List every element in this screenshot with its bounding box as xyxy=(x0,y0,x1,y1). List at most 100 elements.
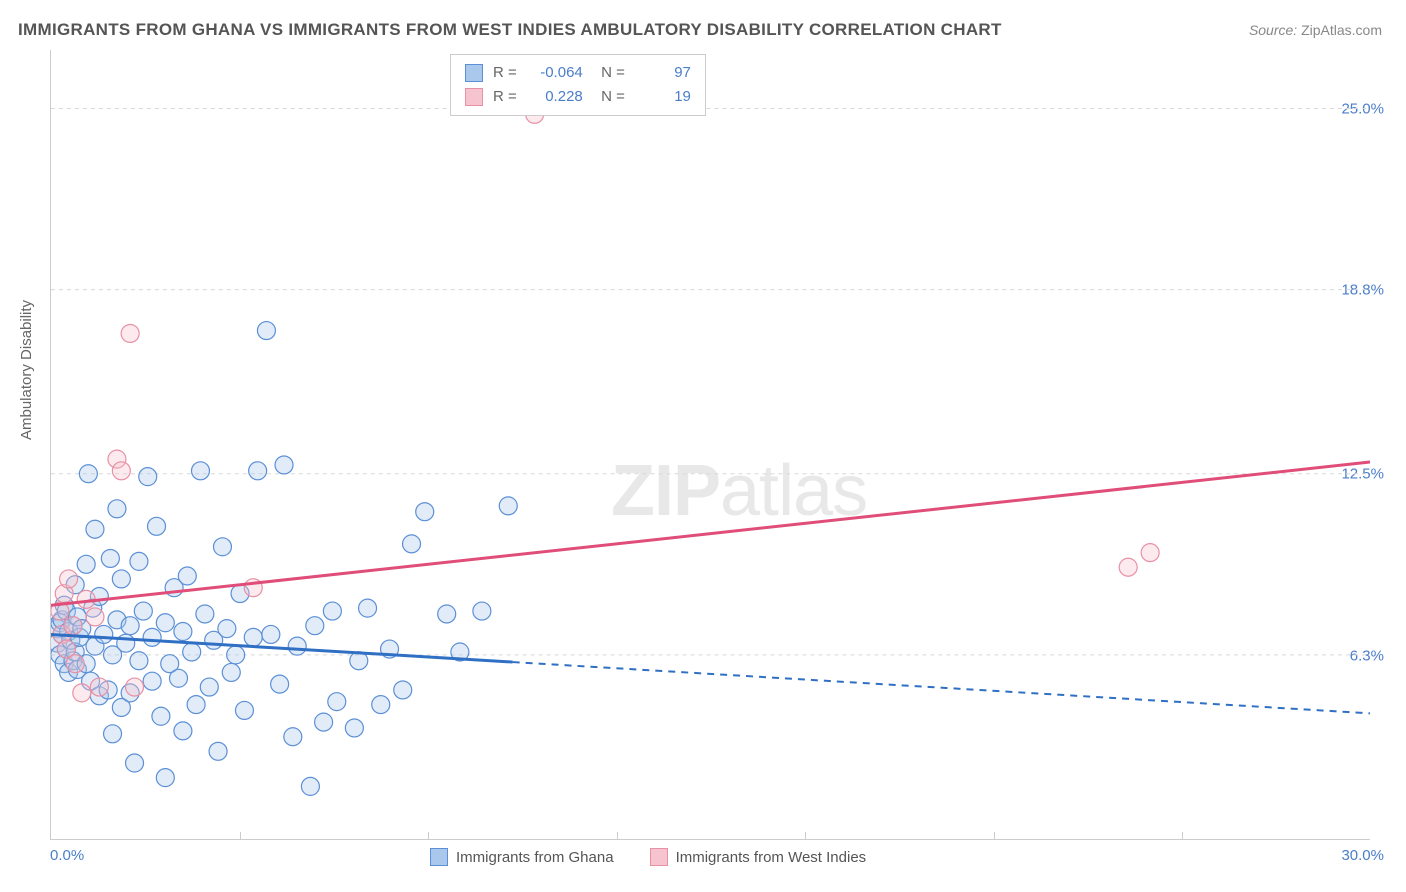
data-point-ghana xyxy=(130,652,148,670)
y-axis-label: Ambulatory Disability xyxy=(18,300,35,440)
data-point-ghana xyxy=(227,646,245,664)
data-point-ghana xyxy=(104,725,122,743)
data-point-ghana xyxy=(315,713,333,731)
source-attribution: Source: ZipAtlas.com xyxy=(1249,22,1382,38)
data-point-west_indies xyxy=(1141,544,1159,562)
data-point-ghana xyxy=(183,643,201,661)
data-point-ghana xyxy=(499,497,517,515)
legend-item-ghana: Immigrants from Ghana xyxy=(430,848,614,866)
data-point-ghana xyxy=(262,625,280,643)
data-point-ghana xyxy=(473,602,491,620)
data-point-ghana xyxy=(148,517,166,535)
data-point-ghana xyxy=(196,605,214,623)
data-point-west_indies xyxy=(86,608,104,626)
swatch-ghana xyxy=(465,64,483,82)
data-point-ghana xyxy=(244,628,262,646)
legend-stats-row-westindies: R = 0.228 N = 19 xyxy=(465,85,691,109)
data-point-ghana xyxy=(284,728,302,746)
data-point-ghana xyxy=(134,602,152,620)
chart-title: IMMIGRANTS FROM GHANA VS IMMIGRANTS FROM… xyxy=(18,20,1002,40)
data-point-ghana xyxy=(108,500,126,518)
data-point-ghana xyxy=(174,623,192,641)
data-point-ghana xyxy=(143,672,161,690)
data-point-ghana xyxy=(79,465,97,483)
data-point-ghana xyxy=(271,675,289,693)
data-point-ghana xyxy=(218,620,236,638)
data-point-ghana xyxy=(121,617,139,635)
data-point-ghana xyxy=(86,520,104,538)
data-point-ghana xyxy=(438,605,456,623)
data-point-ghana xyxy=(403,535,421,553)
data-point-ghana xyxy=(143,628,161,646)
data-point-ghana xyxy=(209,742,227,760)
n-label: N = xyxy=(593,61,625,85)
data-point-west_indies xyxy=(126,678,144,696)
source-label: Source: xyxy=(1249,22,1297,38)
r-label: R = xyxy=(493,61,517,85)
source-value: ZipAtlas.com xyxy=(1301,22,1382,38)
data-point-ghana xyxy=(126,754,144,772)
data-point-ghana xyxy=(156,769,174,787)
data-point-ghana xyxy=(235,701,253,719)
legend-label-ghana: Immigrants from Ghana xyxy=(456,849,614,866)
trend-line-west_indies xyxy=(51,462,1370,605)
data-point-ghana xyxy=(249,462,267,480)
data-point-ghana xyxy=(178,567,196,585)
data-point-ghana xyxy=(323,602,341,620)
data-point-west_indies xyxy=(73,684,91,702)
scatter-svg xyxy=(51,50,1370,839)
data-point-ghana xyxy=(213,538,231,556)
data-point-ghana xyxy=(139,468,157,486)
n-value-westindies: 19 xyxy=(635,85,691,109)
swatch-westindies xyxy=(650,848,668,866)
legend-series: Immigrants from Ghana Immigrants from We… xyxy=(430,848,866,866)
data-point-ghana xyxy=(222,663,240,681)
data-point-west_indies xyxy=(1119,558,1137,576)
data-point-ghana xyxy=(191,462,209,480)
data-point-ghana xyxy=(275,456,293,474)
legend-item-westindies: Immigrants from West Indies xyxy=(650,848,867,866)
n-label: N = xyxy=(593,85,625,109)
data-point-ghana xyxy=(288,637,306,655)
data-point-ghana xyxy=(306,617,324,635)
data-point-ghana xyxy=(416,503,434,521)
r-value-ghana: -0.064 xyxy=(527,61,583,85)
data-point-ghana xyxy=(174,722,192,740)
data-point-west_indies xyxy=(60,570,78,588)
data-point-ghana xyxy=(359,599,377,617)
legend-stats: R = -0.064 N = 97 R = 0.228 N = 19 xyxy=(450,54,706,116)
n-value-ghana: 97 xyxy=(635,61,691,85)
r-value-westindies: 0.228 xyxy=(527,85,583,109)
data-point-west_indies xyxy=(121,324,139,342)
legend-label-westindies: Immigrants from West Indies xyxy=(676,849,867,866)
data-point-ghana xyxy=(301,777,319,795)
data-point-ghana xyxy=(372,696,390,714)
swatch-westindies xyxy=(465,88,483,106)
data-point-west_indies xyxy=(112,462,130,480)
x-max-label: 30.0% xyxy=(1341,847,1384,864)
data-point-ghana xyxy=(187,696,205,714)
data-point-ghana xyxy=(130,552,148,570)
data-point-ghana xyxy=(200,678,218,696)
data-point-ghana xyxy=(257,322,275,340)
data-point-ghana xyxy=(95,625,113,643)
data-point-ghana xyxy=(394,681,412,699)
data-point-ghana xyxy=(152,707,170,725)
data-point-ghana xyxy=(156,614,174,632)
data-point-ghana xyxy=(170,669,188,687)
data-point-ghana xyxy=(117,634,135,652)
data-point-west_indies xyxy=(90,678,108,696)
x-origin-label: 0.0% xyxy=(50,847,84,864)
swatch-ghana xyxy=(430,848,448,866)
data-point-west_indies xyxy=(64,617,82,635)
data-point-ghana xyxy=(101,549,119,567)
data-point-west_indies xyxy=(66,655,84,673)
legend-stats-row-ghana: R = -0.064 N = 97 xyxy=(465,61,691,85)
r-label: R = xyxy=(493,85,517,109)
data-point-ghana xyxy=(77,555,95,573)
data-point-ghana xyxy=(112,570,130,588)
trend-line-dashed-ghana xyxy=(513,662,1370,713)
plot-area: ZIPatlas xyxy=(50,50,1370,840)
data-point-ghana xyxy=(345,719,363,737)
data-point-ghana xyxy=(328,693,346,711)
